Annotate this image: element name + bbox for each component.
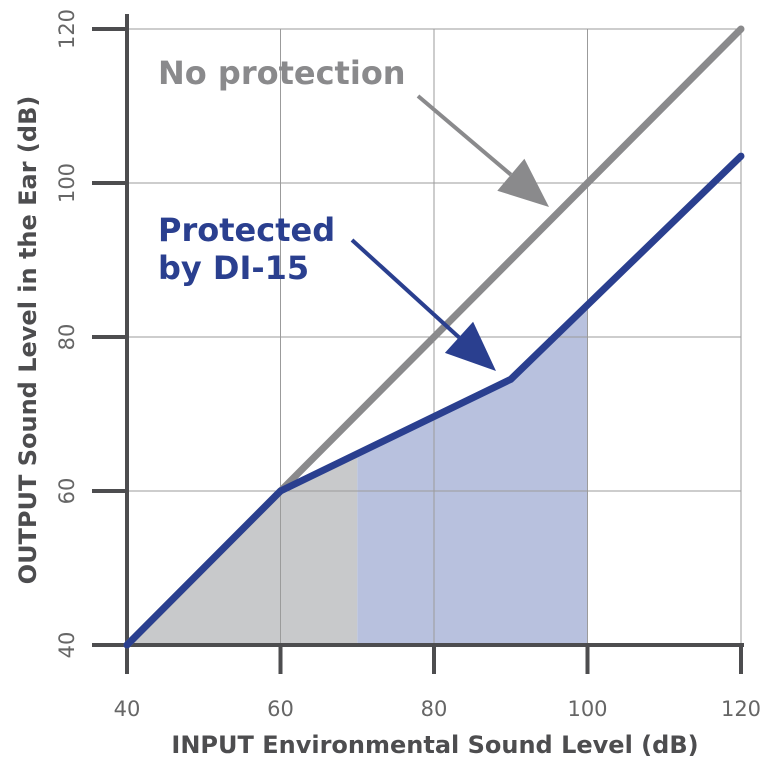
tick-labels: 40 60 80 100 120 40 60 80 100 120 xyxy=(55,9,761,721)
x-tick-label-80: 80 xyxy=(421,697,448,721)
series-lines xyxy=(123,25,745,649)
y-tick-label-80: 80 xyxy=(55,324,79,351)
shaded-region-1 xyxy=(127,453,358,645)
y-tick-label-100: 100 xyxy=(55,163,79,203)
x-axis-title: INPUT Environmental Sound Level (dB) xyxy=(171,731,698,758)
annotation-protected-by-di-15-arrowhead xyxy=(444,321,496,371)
annotation-no-protection-arrowhead xyxy=(497,158,549,207)
x-tick-label-60: 60 xyxy=(267,697,294,721)
axes xyxy=(92,14,744,674)
y-axis-title: OUTPUT Sound Level in the Ear (dB) xyxy=(14,96,42,585)
x-tick-label-120: 120 xyxy=(721,697,761,721)
annotation-no-protection-text-line-1: No protection xyxy=(158,54,406,92)
x-tick-label-40: 40 xyxy=(114,697,141,721)
y-tick-label-60: 60 xyxy=(55,478,79,505)
y-tick-label-40: 40 xyxy=(55,632,79,659)
annotation-no-protection-arrow-shaft xyxy=(416,94,513,177)
series-line-protected-by-di-15 xyxy=(123,152,745,649)
x-tick-label-100: 100 xyxy=(567,697,607,721)
shaded-regions xyxy=(127,304,588,645)
y-tick-label-120: 120 xyxy=(55,9,79,49)
shaded-region-2 xyxy=(357,304,588,645)
annotation-no-protection: No protection xyxy=(158,54,549,207)
annotation-protected-by-di-15-text-line-2: by DI-15 xyxy=(158,249,309,287)
annotation-protected-by-di-15-text-line-1: Protected xyxy=(158,211,335,249)
annotation-protected-by-di-15-arrow-shaft xyxy=(350,238,461,339)
